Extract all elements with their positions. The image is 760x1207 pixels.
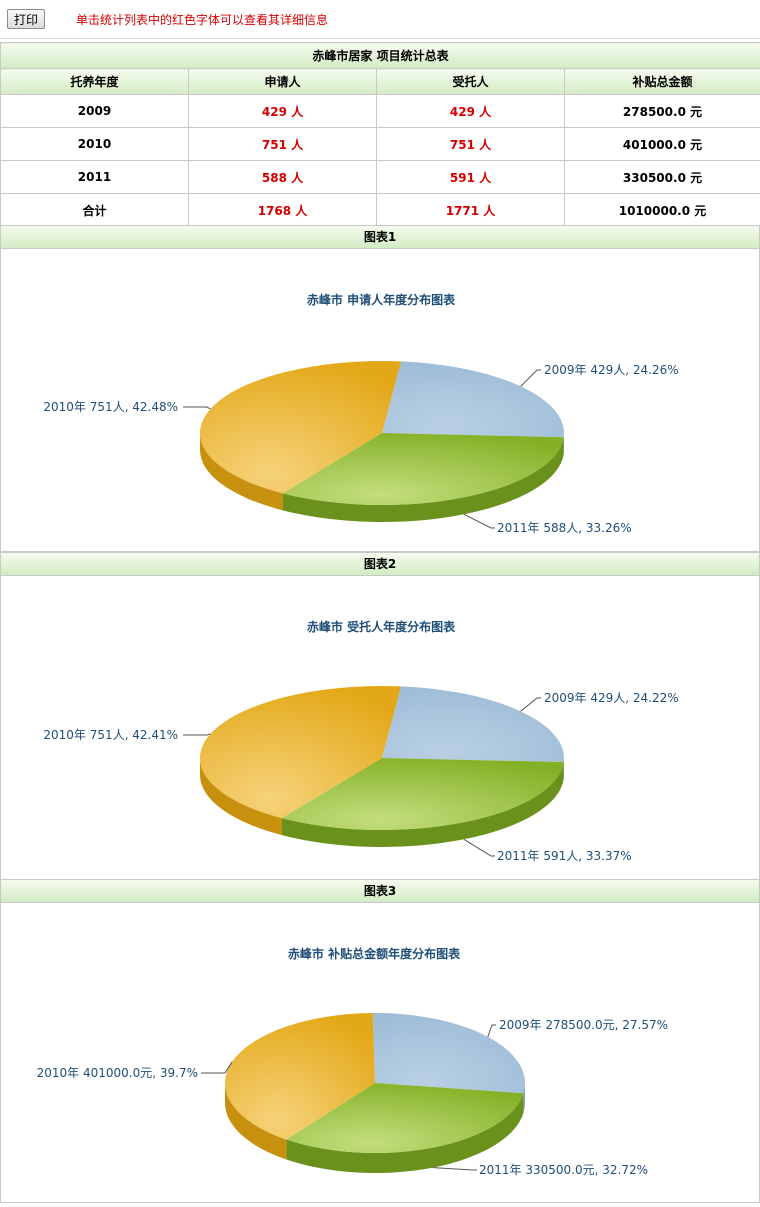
pie-wall-2011	[281, 762, 564, 847]
trustees-link[interactable]: 591 人	[376, 160, 565, 194]
applicants-link[interactable]: 429 人	[188, 94, 377, 128]
amount-cell: 330500.0 元	[564, 160, 760, 194]
column-header-year: 托养年度	[0, 68, 189, 95]
year-cell: 2011	[0, 160, 189, 194]
pie-slice-2011	[286, 1083, 524, 1153]
slice-label-2011: 2011年 588人, 33.26%	[497, 521, 632, 535]
leader-line-2010	[201, 1061, 233, 1074]
pie-wall-2010	[225, 1083, 287, 1160]
chart-title: 赤峰市 受托人年度分布图表	[307, 619, 456, 634]
trustees-link[interactable]: 751 人	[376, 127, 565, 161]
year-cell: 合计	[0, 193, 189, 227]
applicants-total-link[interactable]: 1768 人	[188, 193, 377, 227]
slice-label-2009: 2009年 429人, 24.22%	[544, 691, 679, 705]
pie-slice-2010	[225, 1013, 375, 1140]
year-cell: 2010	[0, 127, 189, 161]
trustees-link[interactable]: 429 人	[376, 94, 565, 128]
chart-section-3: 图表3 赤峰市 补贴总金额年度分布图表 2009年 278500.0元, 27.…	[0, 879, 760, 1203]
print-button[interactable]: 打印	[7, 9, 46, 29]
slice-label-2011: 2011年 330500.0元, 32.72%	[479, 1163, 648, 1177]
pie-wall-2011	[286, 1093, 524, 1173]
pie-wall-2010	[200, 433, 283, 511]
slice-label-2010: 2010年 401000.0元, 39.7%	[37, 1066, 198, 1080]
chart-title: 赤峰市 申请人年度分布图表	[307, 292, 456, 307]
amount-cell: 401000.0 元	[564, 127, 760, 161]
leader-line-2011	[463, 513, 495, 529]
pie-chart-3: 赤峰市 补贴总金额年度分布图表 2009年 278500.0元, 27.57% …	[37, 946, 668, 1177]
pie-wall-2011	[282, 437, 564, 522]
toolbar: 打印 单击统计列表中的红色字体可以查看其详细信息	[0, 0, 760, 39]
column-header-amount: 补贴总金额	[564, 68, 760, 95]
section-title: 图表3	[1, 880, 759, 903]
summary-title: 赤峰市居家 项目统计总表	[0, 42, 760, 69]
pie-slice-2009	[382, 686, 564, 763]
summary-table: 赤峰市居家 项目统计总表 托养年度 申请人 受托人 补贴总金额 2009 429…	[0, 42, 760, 227]
chart-title: 赤峰市 补贴总金额年度分布图表	[288, 946, 461, 961]
section-title: 图表1	[1, 226, 759, 249]
year-cell: 2009	[0, 94, 189, 128]
leader-line-2009	[520, 369, 541, 387]
table-row: 2010 751 人 751 人 401000.0 元	[0, 127, 760, 161]
slice-label-2009: 2009年 278500.0元, 27.57%	[499, 1018, 668, 1032]
column-header-trustees: 受托人	[376, 68, 565, 95]
column-header-applicants: 申请人	[188, 68, 377, 95]
chart-section-1: 图表1 赤峰市 申请人年度分布图表 2009年 429人, 24.26% 201…	[0, 225, 760, 552]
table-row: 2011 588 人 591 人 330500.0 元	[0, 160, 760, 194]
pie-slice-2009	[372, 1013, 525, 1094]
pie-slice-2011	[282, 433, 564, 505]
pie-slice-2010	[200, 686, 402, 819]
leader-line-2009	[487, 1024, 496, 1038]
pie-slice-2010	[200, 361, 402, 494]
pie-chart-2: 赤峰市 受托人年度分布图表 2009年 429人, 24.22% 2010年 7…	[43, 619, 679, 863]
leader-line-2011	[463, 838, 495, 857]
pie-chart-1: 赤峰市 申请人年度分布图表 2009年 429人, 24.26% 2010年 7…	[43, 292, 679, 535]
pie-wall-2010	[200, 758, 282, 836]
slice-label-2010: 2010年 751人, 42.41%	[43, 728, 178, 742]
amount-cell: 278500.0 元	[564, 94, 760, 128]
pie-slice-2011	[281, 758, 564, 830]
section-title: 图表2	[1, 553, 759, 576]
slice-label-2011: 2011年 591人, 33.37%	[497, 849, 632, 863]
table-row: 合计 1768 人 1771 人 1010000.0 元	[0, 193, 760, 227]
applicants-link[interactable]: 751 人	[188, 127, 377, 161]
leader-line-2011	[432, 1167, 477, 1171]
leader-line-2010	[183, 733, 211, 736]
slice-label-2010: 2010年 751人, 42.48%	[43, 400, 178, 414]
table-row: 2009 429 人 429 人 278500.0 元	[0, 94, 760, 128]
leader-line-2009	[520, 697, 541, 712]
amount-total-cell: 1010000.0 元	[564, 193, 760, 227]
hint-text: 单击统计列表中的红色字体可以查看其详细信息	[76, 13, 329, 27]
chart-section-2: 图表2 赤峰市 受托人年度分布图表 2009年 429人, 24.22% 201…	[0, 552, 760, 881]
trustees-total-link[interactable]: 1771 人	[376, 193, 565, 227]
leader-line-2010	[183, 406, 211, 410]
pie-wall-2009	[523, 1083, 525, 1114]
applicants-link[interactable]: 588 人	[188, 160, 377, 194]
slice-label-2009: 2009年 429人, 24.26%	[544, 363, 679, 377]
pie-slice-2009	[382, 361, 565, 438]
